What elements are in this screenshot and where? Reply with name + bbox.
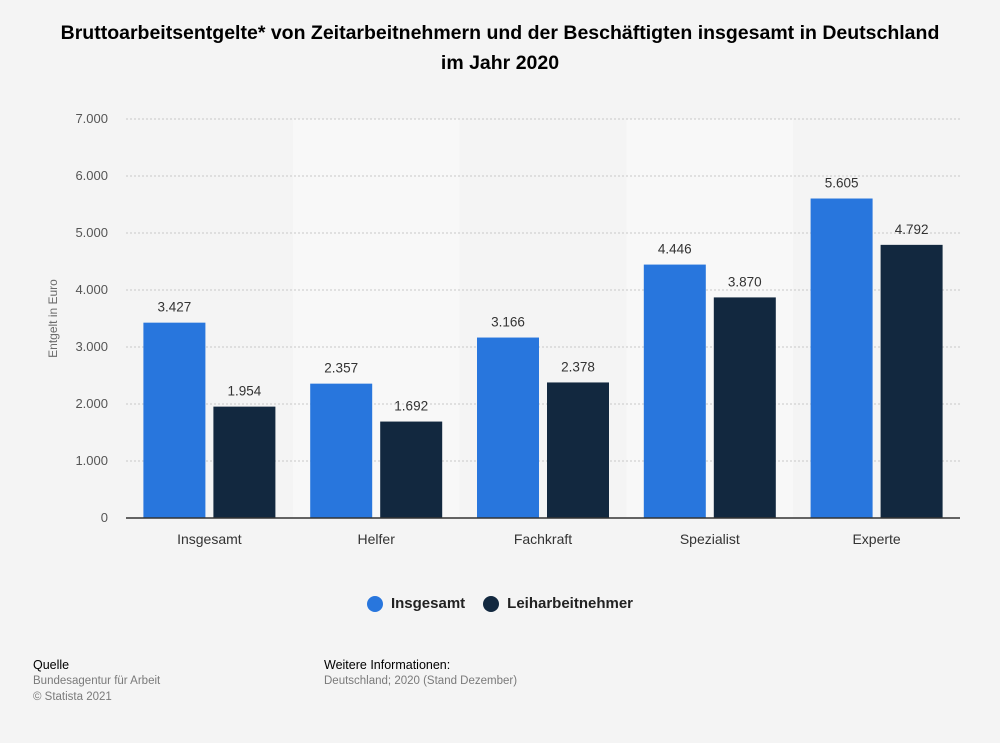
y-tick-label: 1.000 bbox=[75, 453, 108, 468]
y-tick-label: 6.000 bbox=[75, 168, 108, 183]
bar-insgesamt[interactable] bbox=[643, 264, 706, 518]
info-heading: Weitere Informationen: bbox=[324, 658, 451, 672]
y-tick-label: 4.000 bbox=[75, 282, 108, 297]
source-heading: Quelle bbox=[33, 658, 70, 672]
data-label: 1.954 bbox=[228, 384, 262, 399]
x-tick-label: Fachkraft bbox=[514, 531, 572, 547]
x-tick-label: Experte bbox=[852, 531, 900, 547]
x-tick-label: Helfer bbox=[358, 531, 396, 547]
source-block: Quelle Bundesagentur für Arbeit © Statis… bbox=[33, 657, 160, 705]
legend-item-leiharbeitnehmer[interactable]: Leiharbeitnehmer bbox=[483, 595, 633, 612]
x-tick-label: Insgesamt bbox=[177, 531, 242, 547]
bar-chart: 0 1.000 2.000 3.000 4.000 5.000 6.000 7.000 Entg… bbox=[46, 111, 960, 547]
legend-marker-insgesamt bbox=[366, 595, 383, 612]
y-tick-label: 3.000 bbox=[75, 339, 108, 354]
y-tick-label: 5.000 bbox=[75, 225, 108, 240]
data-label: 3.427 bbox=[158, 300, 192, 315]
bar-insgesamt[interactable] bbox=[477, 337, 539, 518]
data-label: 2.378 bbox=[561, 359, 595, 374]
y-tick-label: 7.000 bbox=[75, 111, 108, 126]
info-block: Weitere Informationen: Deutschland; 2020… bbox=[324, 657, 517, 689]
y-tick-label: 0 bbox=[101, 510, 108, 525]
legend-label-insgesamt: Insgesamt bbox=[390, 595, 466, 612]
y-axis-label: Entgelt in Euro bbox=[46, 279, 60, 358]
bar-leiharbeitnehmer[interactable] bbox=[380, 421, 443, 518]
legend-item-insgesamt[interactable]: Insgesamt bbox=[366, 595, 466, 612]
data-label: 3.870 bbox=[728, 274, 762, 289]
legend-label-leiharbeitnehmer: Leiharbeitnehmer bbox=[507, 595, 634, 612]
bar-leiharbeitnehmer[interactable] bbox=[547, 382, 609, 518]
bar-leiharbeitnehmer[interactable] bbox=[880, 244, 943, 518]
data-label: 4.446 bbox=[658, 242, 692, 257]
bar-insgesamt[interactable] bbox=[310, 383, 373, 518]
data-label: 3.166 bbox=[491, 315, 525, 330]
bar-leiharbeitnehmer[interactable] bbox=[213, 406, 276, 518]
data-label: 5.605 bbox=[825, 176, 859, 191]
y-tick-label: 2.000 bbox=[75, 396, 108, 411]
data-label: 1.692 bbox=[394, 399, 428, 414]
data-label: 2.357 bbox=[324, 361, 358, 376]
bar-insgesamt[interactable] bbox=[143, 322, 206, 518]
bar-insgesamt[interactable] bbox=[810, 198, 873, 518]
legend-marker-leiharbeitnehmer bbox=[483, 595, 500, 612]
bar-leiharbeitnehmer[interactable] bbox=[713, 297, 776, 518]
data-label: 4.792 bbox=[895, 222, 929, 237]
chart-legend: Insgesamt Leiharbeitnehmer bbox=[0, 595, 1000, 612]
x-tick-label: Spezialist bbox=[680, 531, 740, 547]
chart-title: Bruttoarbeitsentgelte* von Zeitarbeitneh… bbox=[60, 22, 940, 74]
source-line: Bundesagentur für Arbeit bbox=[33, 675, 161, 687]
info-line: Deutschland; 2020 (Stand Dezember) bbox=[324, 675, 518, 687]
copyright-line: © Statista 2021 bbox=[33, 691, 112, 703]
